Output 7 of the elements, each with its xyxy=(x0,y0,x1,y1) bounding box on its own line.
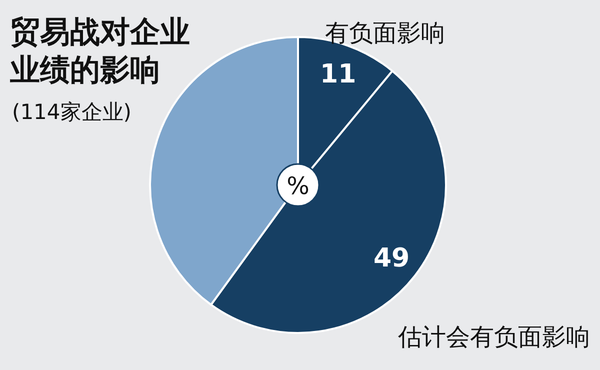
data-label: 11 xyxy=(320,60,356,90)
text: (114家企业) xyxy=(12,99,132,126)
chart-title: 贸易战对企业业绩的影响 xyxy=(10,14,191,90)
slice-label: 估计会有负面影响 xyxy=(397,323,590,351)
data-label: 49 xyxy=(373,244,410,274)
text: % xyxy=(286,172,310,200)
slice-label: 有负面影响 xyxy=(324,19,445,47)
